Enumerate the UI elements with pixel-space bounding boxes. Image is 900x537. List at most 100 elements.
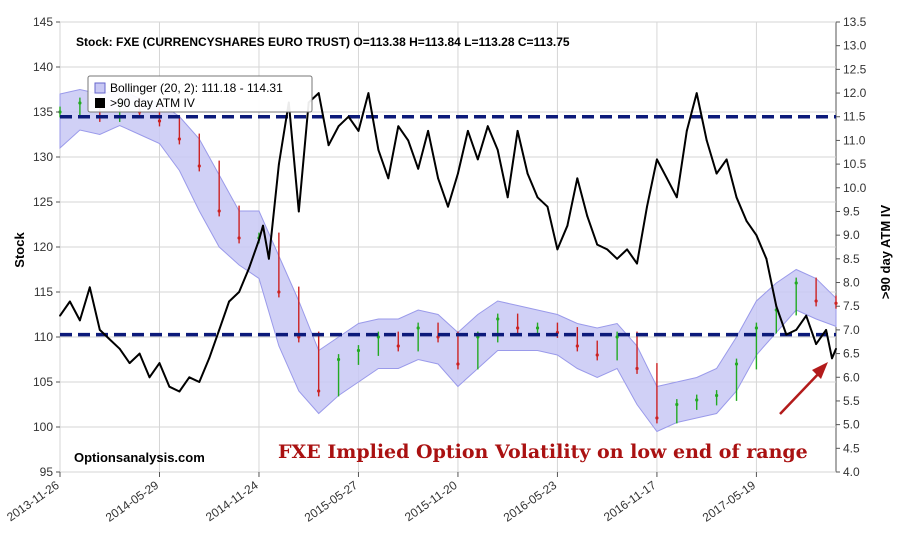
annotation-arrow [779,362,828,415]
left-tick-label-1: 100 [33,420,53,434]
right-tick-label-10: 9.0 [843,228,860,242]
iv-point-68 [725,158,728,161]
chart-info-line: Stock: FXE (CURRENCYSHARES EURO TRUST) O… [76,35,570,49]
price-point-14 [336,357,341,362]
price-point-39 [834,301,838,305]
iv-point-77 [815,343,817,345]
iv-point-3 [88,286,91,289]
iv-point-20 [258,239,260,241]
left-tick-label-8: 135 [33,105,53,119]
price-point-18 [416,326,420,330]
iv-point-8 [138,352,141,355]
legend-label-bollinger: Bollinger (20, 2): 111.18 - 114.31 [110,81,283,95]
iv-point-74 [785,333,788,336]
left-tick-label-7: 130 [33,150,53,164]
right-tick-label-15: 11.5 [843,110,866,124]
left-tick-label-2: 105 [33,375,53,389]
legend-swatch-bollinger [94,82,106,94]
iv-point-72 [765,257,768,260]
right-tick-label-13: 10.5 [843,157,867,171]
iv-point-54 [586,215,589,218]
iv-point-53 [576,177,579,180]
iv-point-69 [735,196,738,199]
price-point-9 [237,236,241,240]
iv-point-44 [486,125,489,128]
price-point-28 [615,335,619,339]
left-axis: 95 100 105 110 115 120 125 130 135 140 145 [33,15,60,479]
price-point-24 [535,326,540,330]
iv-point-61 [656,158,658,161]
right-tick-label-2: 5.0 [843,418,860,432]
right-tick-label-0: 4.0 [843,465,860,479]
price-point-15 [356,348,361,353]
price-point-33 [715,393,719,398]
iv-point-18 [238,291,241,293]
price-point-29 [635,366,639,371]
iv-point-76 [805,314,808,317]
left-axis-label: Stock [12,232,27,268]
iv-point-50 [546,205,549,208]
iv-point-15 [208,357,211,360]
legend: Bollinger (20, 2): 111.18 - 114.31 >90 d… [87,75,313,113]
iv-point-56 [606,248,609,251]
iv-point-58 [626,248,628,251]
bollinger-band-area [59,88,837,433]
left-tick-label-4: 115 [34,285,53,299]
price-point-32 [695,398,699,402]
iv-point-75 [795,329,798,331]
left-tick-label-3: 110 [34,330,53,344]
iv-point-79 [831,357,833,360]
iv-point-13 [188,376,191,379]
legend-label-iv: >90 day ATM IV [110,96,195,110]
iv-point-30 [347,115,350,118]
iv-point-40 [447,205,449,208]
right-tick-label-6: 7.0 [843,323,860,337]
right-tick-label-18: 13.0 [843,39,867,53]
iv-point-2 [79,319,81,322]
iv-point-41 [457,172,459,175]
iv-point-63 [675,196,678,199]
right-tick-label-14: 11.0 [843,133,866,147]
iv-point-33 [377,149,380,151]
iv-point-31 [357,130,360,132]
right-tick-label-19: 13.5 [843,15,867,29]
price-point-8 [217,209,221,213]
price-point-23 [516,326,520,330]
iv-point-78 [825,329,827,331]
iv-point-47 [516,130,519,132]
iv-point-71 [755,234,758,237]
iv-point-46 [506,196,509,199]
iv-point-9 [148,376,151,379]
right-tick-label-11: 9.5 [843,204,860,218]
iv-point-0 [59,314,61,317]
right-tick-label-5: 6.5 [843,347,860,361]
price-point-30 [655,416,659,420]
iv-point-43 [476,158,479,161]
iv-point-37 [417,167,420,170]
iv-point-36 [407,139,410,142]
iv-point-52 [566,224,569,227]
iv-point-19 [248,267,250,270]
iv-point-23 [278,163,280,166]
right-tick-label-12: 10.0 [843,181,867,195]
iv-point-57 [616,257,618,260]
iv-point-64 [685,130,688,132]
iv-point-73 [775,305,778,308]
iv-point-55 [596,243,599,246]
price-point-5 [157,119,162,123]
left-tick-label-6: 125 [33,195,53,209]
iv-point-62 [666,177,668,180]
legend-swatch-iv [95,98,105,108]
right-tick-label-7: 7.5 [843,299,860,313]
iv-point-17 [228,300,231,303]
iv-point-10 [158,362,161,364]
iv-point-59 [636,262,638,265]
right-tick-label-8: 8.0 [843,276,860,290]
iv-point-16 [218,329,221,331]
price-point-22 [496,317,500,321]
iv-point-38 [427,130,429,132]
iv-point-12 [178,390,181,393]
price-point-6 [177,137,181,141]
price-point-7 [197,164,201,168]
price-point-17 [396,344,400,348]
